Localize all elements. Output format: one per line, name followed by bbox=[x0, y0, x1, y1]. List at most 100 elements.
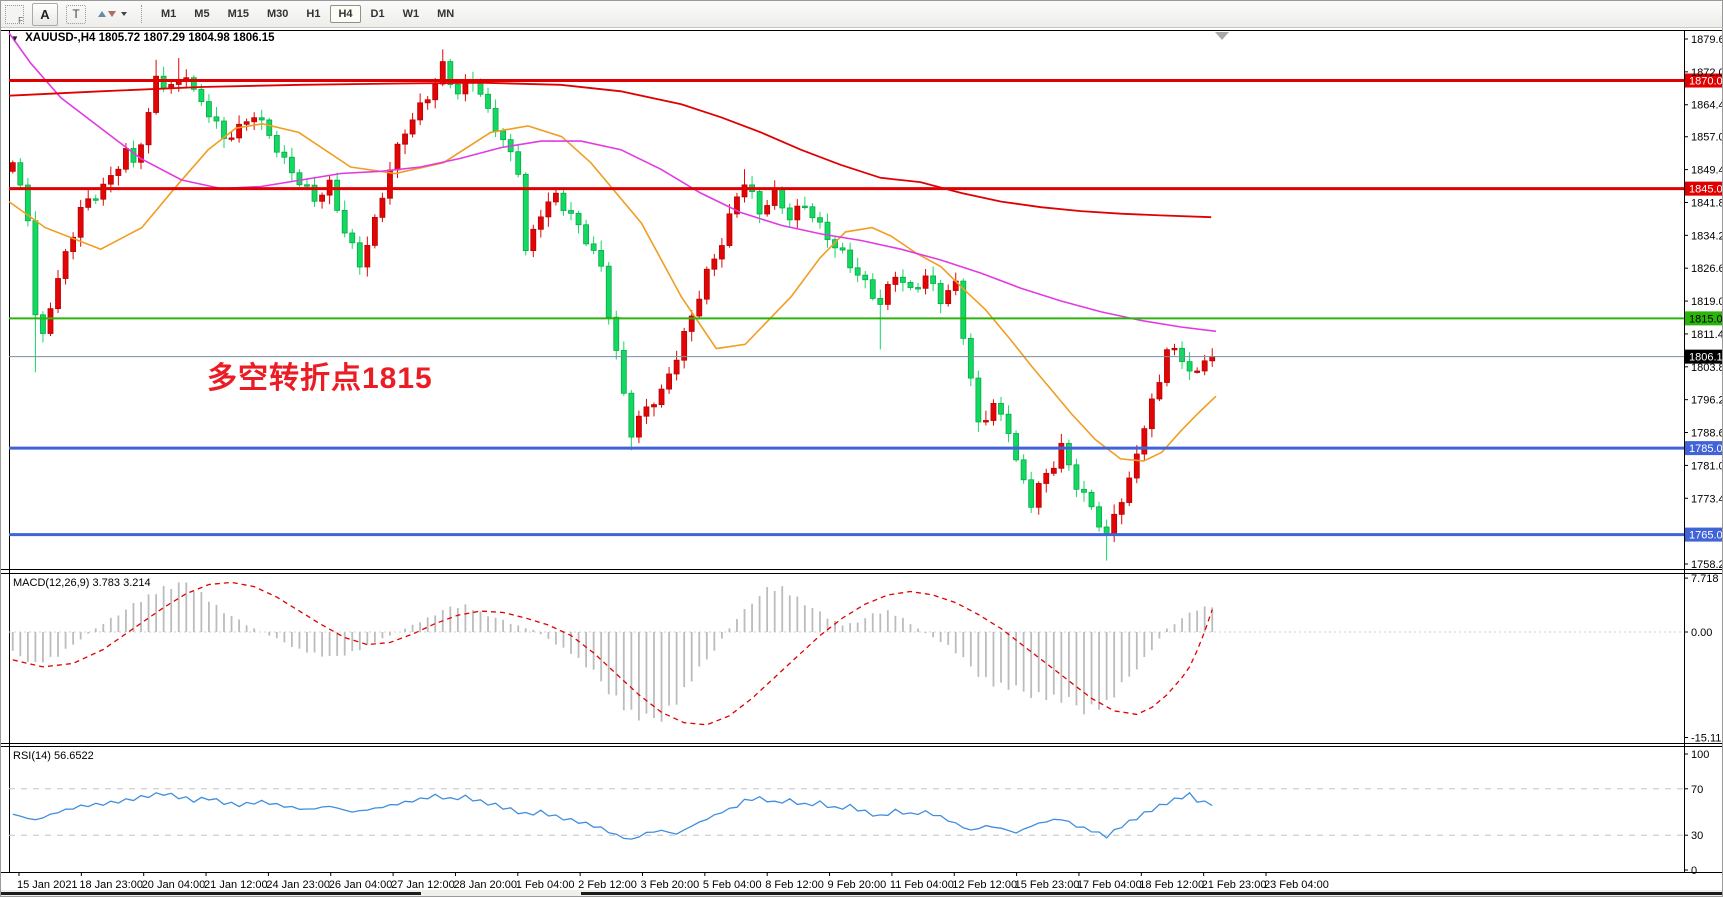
date-tick-label: 5 Feb 04:00 bbox=[703, 879, 762, 891]
arrow-down-icon bbox=[108, 11, 116, 17]
date-tick-label: 1 Feb 04:00 bbox=[516, 879, 575, 891]
ma-slow-red bbox=[8, 81, 1212, 219]
svg-text:-15.116: -15.116 bbox=[1691, 733, 1723, 745]
scrollbar-track-right bbox=[581, 892, 1722, 895]
svg-text:1857.00: 1857.00 bbox=[1691, 132, 1723, 144]
timeframe-m5[interactable]: M5 bbox=[194, 8, 210, 20]
svg-text:1834.20: 1834.20 bbox=[1691, 230, 1723, 242]
svg-text:1788.60: 1788.60 bbox=[1691, 428, 1723, 440]
svg-text:1803.80: 1803.80 bbox=[1691, 362, 1723, 374]
chart-annotation-text: 多空转折点1815 bbox=[207, 362, 433, 395]
ohlc-close: 1806.15 bbox=[232, 32, 275, 44]
timeframe-d1[interactable]: D1 bbox=[370, 8, 385, 20]
svg-text:1819.00: 1819.00 bbox=[1691, 296, 1723, 308]
horizontal-scrollbar[interactable] bbox=[1, 890, 1722, 896]
svg-text:1872.00: 1872.00 bbox=[1691, 67, 1723, 79]
date-tick-label: 20 Jan 04:00 bbox=[142, 879, 206, 891]
svg-text:1826.60: 1826.60 bbox=[1691, 263, 1723, 275]
rsi-line bbox=[12, 791, 1213, 840]
text-a-button[interactable]: A bbox=[32, 2, 58, 26]
ma-mid-magenta bbox=[8, 32, 1217, 333]
grid-cursor-icon[interactable]: F bbox=[5, 4, 24, 25]
symbol-period-label: XAUUSD-,H4 bbox=[25, 32, 96, 44]
date-tick-label: 18 Jan 23:00 bbox=[79, 879, 143, 891]
svg-text:1841.80: 1841.80 bbox=[1691, 197, 1723, 209]
date-tick-label: 26 Jan 04:00 bbox=[329, 879, 393, 891]
date-tick-label: 21 Feb 23:00 bbox=[1202, 879, 1267, 891]
timeframe-m30[interactable]: M30 bbox=[266, 8, 289, 20]
arrange-arrows-button[interactable] bbox=[98, 11, 127, 17]
timeframe-m15[interactable]: M15 bbox=[227, 8, 249, 20]
panel-borders bbox=[1, 30, 1722, 873]
arrow-up-icon bbox=[98, 11, 106, 17]
scrollbar-track-left bbox=[1, 892, 421, 895]
svg-text:1864.40: 1864.40 bbox=[1691, 100, 1723, 112]
chevron-down-icon bbox=[121, 12, 127, 16]
chart-title: ▼ XAUUSD-,H4 1805.72 1807.29 1804.98 180… bbox=[11, 32, 275, 44]
timeframe-mn[interactable]: MN bbox=[437, 8, 455, 20]
svg-text:1845.00: 1845.00 bbox=[1689, 184, 1723, 196]
rsi-label: RSI(14) 56.6522 bbox=[13, 750, 94, 762]
svg-text:1815.00: 1815.00 bbox=[1689, 313, 1723, 325]
svg-text:30: 30 bbox=[1691, 830, 1703, 842]
rsi-value: 56.6522 bbox=[53, 750, 94, 762]
date-tick-label: 8 Feb 12:00 bbox=[765, 879, 824, 891]
date-tick-label: 3 Feb 20:00 bbox=[641, 879, 700, 891]
svg-text:1773.40: 1773.40 bbox=[1691, 493, 1723, 505]
macd-layer: 7.718 0.00 -15.116 bbox=[9, 573, 1723, 745]
date-tick-label: 18 Feb 12:00 bbox=[1139, 879, 1204, 891]
toolbar: F A T M1 M5 M15 M30 H1 H4 D1 W1 MN bbox=[1, 1, 1722, 28]
date-tick-label: 17 Feb 04:00 bbox=[1077, 879, 1142, 891]
hlines-layer: 1870.00 1845.00 1815.00 1785.00 1765.00 1806.… bbox=[9, 73, 1723, 542]
toolbar-separator bbox=[141, 5, 143, 23]
timeframe-group: M1 M5 M15 M30 H1 H4 D1 W1 MN bbox=[153, 5, 462, 23]
svg-text:0.00: 0.00 bbox=[1691, 627, 1712, 639]
timeframe-h4[interactable]: H4 bbox=[330, 5, 361, 23]
date-tick-label: 24 Jan 23:00 bbox=[266, 879, 330, 891]
svg-text:1870.00: 1870.00 bbox=[1689, 76, 1723, 88]
svg-text:1879.60: 1879.60 bbox=[1691, 34, 1723, 46]
moving-averages-layer bbox=[8, 32, 1217, 462]
svg-text:1785.00: 1785.00 bbox=[1689, 443, 1723, 455]
svg-text:0: 0 bbox=[1691, 865, 1697, 877]
date-tick-label: 11 Feb 04:00 bbox=[890, 879, 954, 891]
svg-text:1796.20: 1796.20 bbox=[1691, 395, 1723, 407]
ma-fast-orange bbox=[8, 122, 1217, 462]
svg-text:100: 100 bbox=[1691, 749, 1709, 761]
price-axis: 1879.60 1872.00 1864.40 1857.00 1849.40 1841.… bbox=[1684, 34, 1723, 571]
svg-text:1849.40: 1849.40 bbox=[1691, 165, 1723, 177]
svg-text:1758.20: 1758.20 bbox=[1691, 559, 1723, 571]
date-tick-label: 9 Feb 20:00 bbox=[828, 879, 887, 891]
macd-value-signal: 3.214 bbox=[123, 577, 151, 589]
date-tick-label: 28 Jan 20:00 bbox=[453, 879, 517, 891]
svg-text:1806.15: 1806.15 bbox=[1689, 352, 1723, 364]
candles-layer bbox=[9, 49, 1216, 561]
rsi-layer: 100 70 30 0 bbox=[9, 749, 1709, 877]
ohlc-low: 1804.98 bbox=[188, 32, 230, 44]
date-tick-label: 21 Jan 12:00 bbox=[204, 879, 268, 891]
svg-text:1765.00: 1765.00 bbox=[1689, 530, 1723, 542]
date-tick-label: 15 Jan 2021 bbox=[17, 879, 78, 891]
macd-label: MACD(12,26,9) 3.783 3.214 bbox=[13, 577, 151, 589]
date-tick-label: 23 Feb 04:00 bbox=[1264, 879, 1329, 891]
svg-text:1781.00: 1781.00 bbox=[1691, 460, 1723, 472]
date-tick-label: 15 Feb 23:00 bbox=[1015, 879, 1080, 891]
date-tick-label: 2 Feb 12:00 bbox=[578, 879, 637, 891]
timeframe-h1[interactable]: H1 bbox=[306, 8, 321, 20]
date-tick-label: 12 Feb 12:00 bbox=[952, 879, 1017, 891]
dropdown-triangle-icon: ▼ bbox=[11, 34, 19, 43]
text-t-button[interactable]: T bbox=[66, 4, 86, 24]
svg-text:70: 70 bbox=[1691, 784, 1703, 796]
chart-shift-marker[interactable] bbox=[1215, 32, 1229, 40]
timeframe-w1[interactable]: W1 bbox=[402, 8, 420, 20]
macd-signal-line bbox=[12, 581, 1213, 726]
timeframe-m1[interactable]: M1 bbox=[161, 8, 177, 20]
macd-value-main: 3.783 bbox=[92, 577, 121, 589]
ohlc-high: 1807.29 bbox=[143, 32, 185, 44]
date-tick-label: 27 Jan 12:00 bbox=[391, 879, 455, 891]
svg-text:1811.40: 1811.40 bbox=[1691, 329, 1723, 341]
ohlc-open: 1805.72 bbox=[98, 32, 141, 44]
